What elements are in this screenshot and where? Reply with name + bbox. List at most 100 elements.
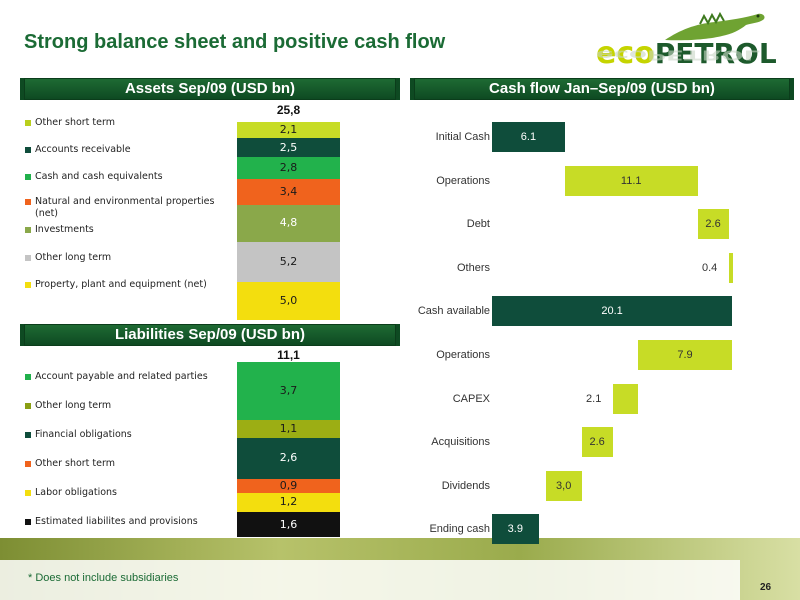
- assets-segment: 2,5: [237, 138, 340, 158]
- assets-legend-label: Accounts receivable: [35, 144, 131, 155]
- assets-legend-label: Other short term: [35, 117, 115, 128]
- liabilities-legend-item: Other long term: [25, 400, 225, 424]
- assets-segment: 4,8: [237, 204, 340, 242]
- assets-legend-swatch: [25, 120, 31, 126]
- cashflow-category-label: Operations: [436, 174, 490, 187]
- assets-header-left-edge: [20, 78, 24, 100]
- assets-legend-swatch: [25, 227, 31, 233]
- assets-segment: 3,4: [237, 178, 340, 205]
- assets-legend-item: Property, plant and equipment (net): [25, 279, 225, 303]
- assets-legend-item: Accounts receivable: [25, 144, 225, 168]
- assets-legend-label: Property, plant and equipment (net): [35, 279, 207, 290]
- cashflow-bar: [545, 470, 582, 501]
- assets-legend-swatch: [25, 255, 31, 261]
- cashflow-value-label: 6.1: [520, 131, 537, 143]
- liabilities-legend-item: Other short term: [25, 458, 225, 482]
- assets-header-right-edge: [396, 78, 400, 100]
- liabilities-legend-item: Financial obligations: [25, 429, 225, 453]
- cashflow-header-left-edge: [410, 78, 414, 100]
- liabilities-legend-swatch: [25, 374, 31, 380]
- liabilities-legend-swatch: [25, 432, 31, 438]
- assets-segment: 2,8: [237, 157, 340, 179]
- assets-segment: 5,2: [237, 241, 340, 282]
- liabilities-legend-swatch: [25, 490, 31, 496]
- ecopetrol-logo: ecoPETROL ecoPETROL: [590, 10, 790, 82]
- assets-legend-label: Investments: [35, 224, 94, 235]
- cashflow-bar: [492, 514, 539, 545]
- cashflow-category-label: CAPEX: [452, 392, 490, 405]
- assets-header: Assets Sep/09 (USD bn): [24, 78, 396, 100]
- liabilities-header-left-edge: [20, 324, 24, 346]
- assets-segment: 2,1: [237, 122, 340, 139]
- cashflow-bar: [492, 296, 733, 327]
- cashflow-bar: [612, 383, 638, 414]
- liabilities-segment: 1,6: [237, 511, 340, 537]
- cashflow-value-label: 2.6: [705, 218, 721, 231]
- liabilities-legend-swatch: [25, 519, 31, 525]
- iguana-icon: [665, 11, 765, 41]
- liabilities-legend-item: Estimated liabilites and provisions: [25, 516, 225, 540]
- cashflow-header: Cash flow Jan–Sep/09 (USD bn): [414, 78, 790, 100]
- liabilities-legend-label: Other short term: [35, 458, 115, 469]
- assets-total: 25,8: [276, 103, 301, 117]
- liabilities-header-right-edge: [396, 324, 400, 346]
- cashflow-bar: [728, 252, 734, 283]
- cashflow-category-label: Acquisitions: [431, 436, 490, 449]
- page-number: 26: [760, 582, 772, 593]
- footnote: * Does not include subsidiaries: [28, 572, 179, 584]
- assets-legend-swatch: [25, 174, 31, 180]
- liabilities-legend-label: Estimated liabilites and provisions: [35, 516, 198, 527]
- cashflow-category-label: Others: [456, 261, 490, 274]
- liabilities-legend-label: Account payable and related parties: [35, 371, 208, 382]
- logo-reflection: ecoPETROL: [596, 47, 761, 62]
- cashflow-header-right-edge: [790, 78, 794, 100]
- cashflow-bar: [637, 340, 733, 370]
- assets-legend-item: Cash and cash equivalents: [25, 171, 225, 195]
- assets-legend-item: Natural and environmental properties (ne…: [25, 196, 225, 220]
- assets-legend-item: Other long term: [25, 252, 225, 276]
- cashflow-value-label: 11.1: [620, 174, 642, 187]
- logo-wordmark: ecoPETROL: [596, 36, 777, 71]
- cashflow-bar: [492, 122, 565, 152]
- cashflow-category-label: Operations: [436, 349, 490, 361]
- assets-legend-swatch: [25, 147, 31, 153]
- liabilities-segment: 1,2: [237, 492, 340, 512]
- cashflow-bar: [581, 427, 613, 458]
- cashflow-value-label: 7.9: [677, 349, 693, 361]
- page-title: Strong balance sheet and positive cash f…: [24, 31, 446, 53]
- assets-legend-label: Cash and cash equivalents: [35, 171, 163, 182]
- liabilities-segment: 1,1: [237, 420, 340, 438]
- assets-legend-swatch: [25, 199, 31, 205]
- liabilities-legend-swatch: [25, 403, 31, 409]
- cashflow-value-label: 0.4: [701, 261, 718, 274]
- liabilities-legend-label: Labor obligations: [35, 487, 118, 498]
- bottom-white-strip: [0, 560, 740, 600]
- cashflow-value-label: 20.1: [601, 305, 623, 318]
- cashflow-value-label: 2.1: [586, 392, 602, 405]
- cashflow-category-label: Cash available: [417, 305, 490, 318]
- liabilities-header: Liabilities Sep/09 (USD bn): [24, 324, 396, 346]
- liabilities-legend-label: Financial obligations: [35, 429, 132, 440]
- liabilities-legend-item: Labor obligations: [25, 487, 225, 511]
- cashflow-bar: [697, 209, 729, 240]
- liabilities-legend-item: Account payable and related parties: [25, 371, 225, 395]
- liabilities-legend-label: Other long term: [35, 400, 112, 411]
- assets-legend-item: Investments: [25, 224, 225, 248]
- cashflow-category-label: Debt: [466, 218, 490, 231]
- assets-segment: 5,0: [237, 281, 340, 320]
- cashflow-value-label: 2.6: [589, 436, 605, 449]
- cashflow-category-label: Initial Cash: [435, 131, 490, 143]
- liabilities-legend-swatch: [25, 461, 31, 467]
- assets-legend-item: Other short term: [25, 117, 225, 141]
- assets-legend-label: Other long term: [35, 252, 112, 263]
- cashflow-category-label: Ending cash: [429, 523, 490, 536]
- cashflow-category-label: Dividends: [441, 479, 490, 492]
- cashflow-bar: [564, 165, 698, 196]
- cashflow-value-label: 3.9: [507, 523, 523, 536]
- assets-legend-swatch: [25, 282, 31, 288]
- liabilities-segment: 2,6: [237, 437, 340, 479]
- assets-legend-label: Natural and environmental properties (ne…: [35, 196, 215, 219]
- liabilities-total: 11,1: [277, 348, 300, 362]
- liabilities-segment: 0,9: [237, 478, 340, 493]
- liabilities-segment: 3,7: [237, 362, 340, 421]
